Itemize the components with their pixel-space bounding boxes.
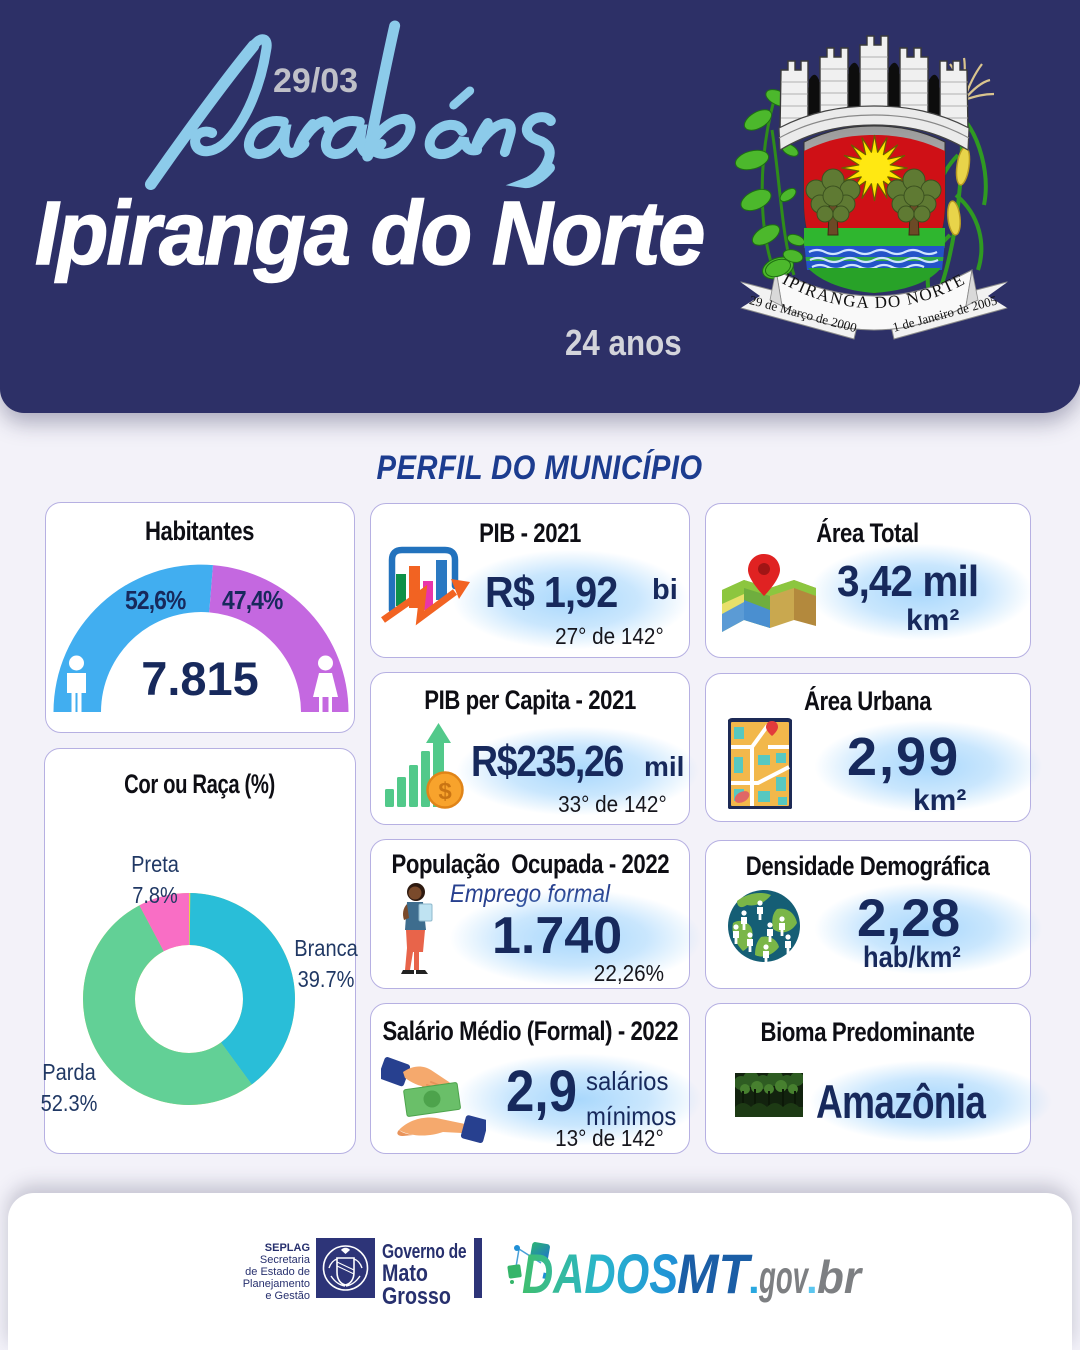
svg-text:$: $ [438,778,452,805]
svg-text:gov: gov [758,1251,809,1303]
svg-text:.: . [806,1255,818,1302]
svg-text:.: . [748,1255,760,1302]
svg-text:MT: MT [677,1242,753,1305]
svg-text:br: br [817,1251,863,1303]
svg-text:DADOS: DADOS [522,1242,678,1305]
